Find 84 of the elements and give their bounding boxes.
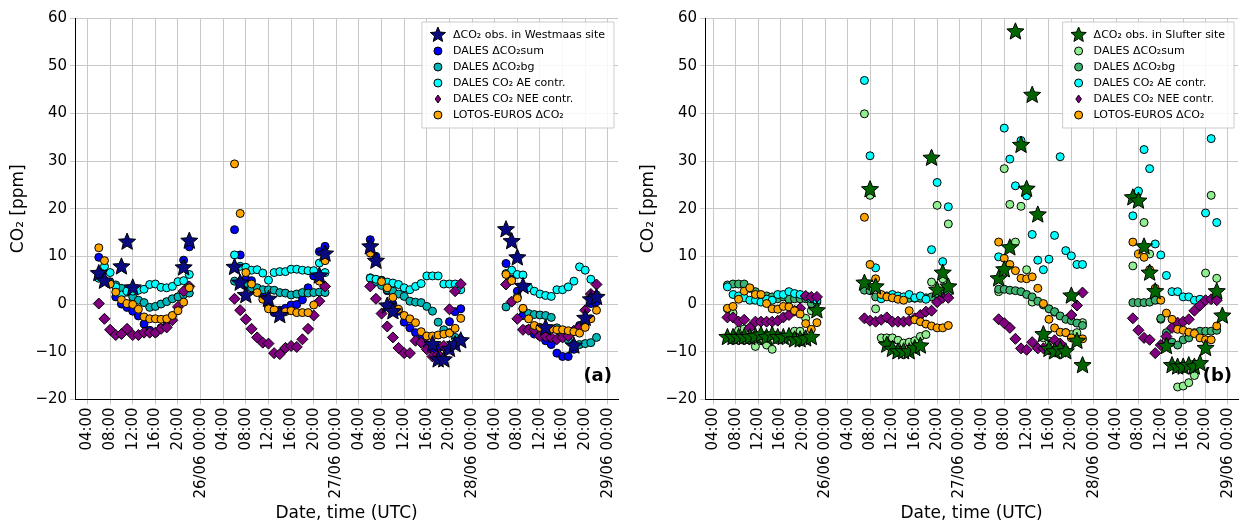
legend-label: DALES ΔCO₂bg xyxy=(1093,59,1176,73)
x-tick-label: 08:00 xyxy=(725,407,744,451)
x-tick-label: 12:00 xyxy=(122,407,141,451)
x-tick-label: 20:00 xyxy=(792,407,811,451)
x-tick-label: 16:00 xyxy=(1173,407,1192,451)
legend-label: DALES CO₂ NEE contr. xyxy=(452,91,574,105)
x-tick-label: 12:00 xyxy=(529,407,548,451)
x-tick-label: 04:00 xyxy=(837,407,856,451)
x-tick-label: 08:00 xyxy=(100,407,119,451)
legend-label: LOTOS-EUROS ΔCO₂ xyxy=(452,107,564,121)
legend-label: ΔCO₂ obs. in Westmaas site xyxy=(452,27,606,41)
x-tick-label: 12:00 xyxy=(394,407,413,451)
annotation: (a) xyxy=(583,364,612,386)
x-tick-label: 04:00 xyxy=(1105,407,1124,451)
x-tick-label: 12:00 xyxy=(258,407,277,451)
legend-label: DALES CO₂ AE contr. xyxy=(452,75,566,89)
y-tick-label: 50 xyxy=(677,55,698,74)
x-tick-label: 20:00 xyxy=(439,407,458,451)
y-tick-label: 40 xyxy=(677,103,698,122)
y-tick-label: 30 xyxy=(47,150,68,169)
x-tick-label: 20:00 xyxy=(303,407,322,451)
x-tick-label: 12:00 xyxy=(882,407,901,451)
x-tick-label: 04:00 xyxy=(484,407,503,451)
y-tick-label: 0 xyxy=(687,293,698,312)
x-tick-label: 29/06 00:00 xyxy=(1217,407,1236,499)
x-tick-label: 26/06 00:00 xyxy=(190,407,209,499)
y-tick-label: 20 xyxy=(677,198,698,217)
x-tick-label: 08:00 xyxy=(1128,407,1147,451)
x-tick-label: 20:00 xyxy=(927,407,946,451)
x-tick-label: 20:00 xyxy=(1195,407,1214,451)
x-tick-label: 04:00 xyxy=(348,407,367,451)
x-tick-label: 27/06 00:00 xyxy=(326,407,345,499)
y-tick-label: 50 xyxy=(47,55,68,74)
y-tick-label: −10 xyxy=(35,341,68,360)
y-tick-label: 10 xyxy=(677,246,698,265)
x-axis-title: Date, time (UTC) xyxy=(900,502,1043,523)
x-tick-label: 12:00 xyxy=(748,407,767,451)
y-tick-label: 40 xyxy=(47,103,68,122)
x-tick-label: 16:00 xyxy=(904,407,923,451)
legend-label: DALES ΔCO₂sum xyxy=(1093,43,1185,57)
x-tick-label: 08:00 xyxy=(994,407,1013,451)
x-tick-label: 28/06 00:00 xyxy=(1083,407,1102,499)
x-tick-label: 20:00 xyxy=(575,407,594,451)
legend-label: LOTOS-EUROS ΔCO₂ xyxy=(1093,107,1205,121)
y-tick-label: 60 xyxy=(47,7,68,26)
x-tick-label: 08:00 xyxy=(235,407,254,451)
x-tick-label: 16:00 xyxy=(416,407,435,451)
x-tick-label: 08:00 xyxy=(507,407,526,451)
x-tick-label: 08:00 xyxy=(859,407,878,451)
annotation: (b) xyxy=(1202,364,1232,386)
legend-label: DALES CO₂ AE contr. xyxy=(1093,75,1207,89)
y-axis-title: CO₂ [ppm] xyxy=(636,164,657,254)
x-tick-label: 20:00 xyxy=(1061,407,1080,451)
x-tick-label: 20:00 xyxy=(167,407,186,451)
x-tick-label: 28/06 00:00 xyxy=(461,407,480,499)
x-axis-title: Date, time (UTC) xyxy=(275,502,418,523)
y-tick-label: −20 xyxy=(665,389,698,408)
y-tick-label: 30 xyxy=(677,150,698,169)
y-tick-label: −10 xyxy=(665,341,698,360)
x-tick-label: 04:00 xyxy=(77,407,96,451)
x-tick-label: 16:00 xyxy=(770,407,789,451)
x-tick-label: 08:00 xyxy=(371,407,390,451)
x-tick-label: 26/06 00:00 xyxy=(815,407,834,499)
x-tick-label: 04:00 xyxy=(703,407,722,451)
y-axis-title: CO₂ [ppm] xyxy=(6,164,27,254)
x-tick-label: 27/06 00:00 xyxy=(949,407,968,499)
x-tick-label: 16:00 xyxy=(145,407,164,451)
y-tick-label: 10 xyxy=(47,246,68,265)
x-tick-label: 04:00 xyxy=(971,407,990,451)
x-tick-label: 16:00 xyxy=(552,407,571,451)
x-tick-label: 29/06 00:00 xyxy=(597,407,616,499)
y-tick-label: −20 xyxy=(35,389,68,408)
x-tick-label: 16:00 xyxy=(280,407,299,451)
y-tick-label: 0 xyxy=(57,293,68,312)
x-tick-label: 04:00 xyxy=(213,407,232,451)
legend-label: DALES ΔCO₂sum xyxy=(452,43,544,57)
legend-label: ΔCO₂ obs. in Slufter site xyxy=(1093,27,1226,41)
x-tick-label: 16:00 xyxy=(1038,407,1057,451)
y-tick-label: 60 xyxy=(677,7,698,26)
y-tick-label: 20 xyxy=(47,198,68,217)
legend-label: DALES CO₂ NEE contr. xyxy=(1093,91,1214,105)
x-tick-label: 12:00 xyxy=(1150,407,1169,451)
x-tick-label: 12:00 xyxy=(1016,407,1035,451)
legend-label: DALES ΔCO₂bg xyxy=(452,59,535,73)
